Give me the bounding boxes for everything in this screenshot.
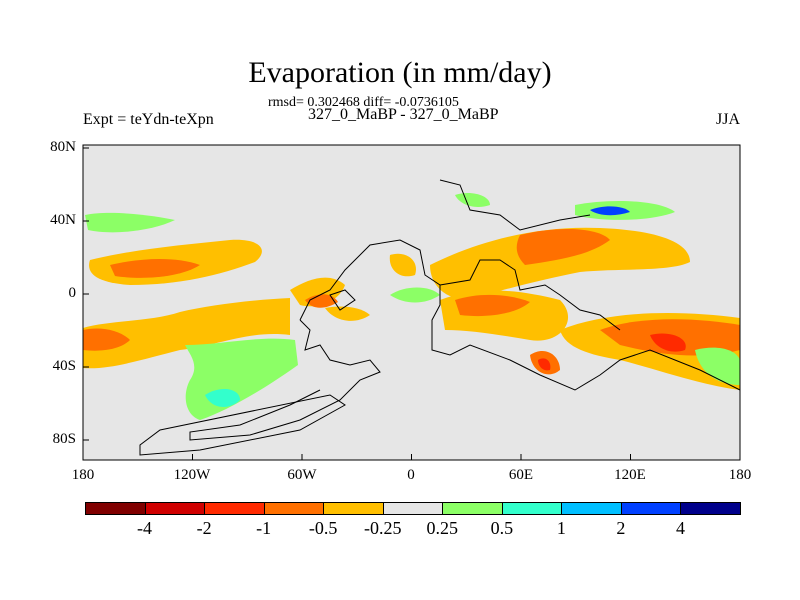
colorbar-swatch: [442, 502, 503, 515]
coastline: [139, 394, 346, 456]
colorbar-label: 0.5: [490, 518, 514, 538]
contour-region: [455, 294, 530, 317]
coastline: [329, 289, 356, 311]
stats-text: rmsd= 0.302468 diff= -0.0736105: [268, 95, 459, 110]
coastline: [189, 319, 381, 441]
colorbar-swatch: [85, 502, 146, 515]
contour-region: [325, 306, 370, 321]
contour-region: [83, 328, 130, 351]
lon-tick-label: 60W: [287, 467, 317, 483]
lon-tick-label: 120W: [173, 467, 211, 483]
experiment-label: Expt = teYdn-teXpn: [83, 111, 214, 128]
colorbar-swatch: [501, 502, 563, 515]
contour-region: [590, 206, 630, 216]
lat-tick-label: 0: [68, 285, 77, 301]
plot-title: Evaporation (in mm/day): [248, 56, 552, 89]
contour-region: [205, 388, 240, 407]
colorbar-label: -0.5: [308, 518, 338, 538]
colorbar-swatch: [263, 502, 325, 515]
colorbar-label: -2: [196, 518, 212, 538]
lat-tick-label: 40N: [50, 212, 76, 228]
colorbar-label: -1: [256, 518, 272, 538]
contour-region: [695, 347, 740, 385]
map-background: [83, 145, 740, 460]
lat-tick-label: 40S: [52, 358, 76, 374]
lat-tick-label: 80N: [50, 139, 76, 155]
colorbar-label: 0.25: [426, 518, 459, 538]
contour-region: [85, 212, 175, 233]
coastlines: [139, 179, 741, 456]
contour-region: [538, 358, 551, 371]
subtitle: 327_0_MaBP - 327_0_MaBP: [308, 106, 499, 123]
lon-tick-label: 180: [728, 467, 752, 483]
coastline: [439, 259, 621, 331]
contour-fills: [83, 193, 740, 420]
colorbar-swatch: [323, 502, 384, 515]
lat-tick-label: 80S: [52, 431, 76, 447]
colorbar-swatch: [620, 502, 682, 515]
contour-region: [455, 193, 490, 207]
colorbar-label: 4: [675, 518, 685, 538]
colorbar-label: -4: [137, 518, 153, 538]
lon-tick-label: 120E: [614, 467, 646, 483]
contour-region: [390, 287, 440, 303]
contour-region: [516, 228, 610, 265]
contour-region: [430, 227, 690, 300]
colorbar-label: -0.25: [363, 518, 402, 538]
contour-region: [389, 253, 416, 277]
coastline: [299, 239, 741, 391]
colorbar-label: 2: [616, 518, 626, 538]
colorbar-swatch: [680, 502, 741, 515]
lon-tick-label: 60E: [508, 467, 534, 483]
colorbar-swatch: [204, 502, 265, 515]
colorbar-swatch: [382, 502, 444, 515]
colorbar-swatch: [561, 502, 622, 515]
contour-region: [83, 298, 290, 369]
season-label: JJA: [715, 111, 740, 128]
contour-region: [305, 294, 338, 308]
contour-region: [650, 333, 686, 352]
axis-ticks: [82, 147, 741, 460]
lon-tick-label: 180: [71, 467, 95, 483]
colorbar-label: 1: [556, 518, 566, 538]
colorbar-swatch: [144, 502, 206, 515]
contour-region: [110, 258, 200, 278]
coastline: [439, 179, 591, 231]
lon-tick-label: 0: [407, 467, 415, 483]
